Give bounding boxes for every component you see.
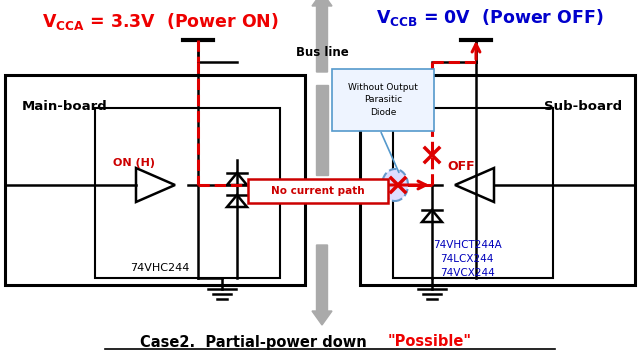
Text: Bus line: Bus line [296, 45, 348, 58]
Text: Main-board: Main-board [22, 100, 108, 113]
Text: $\mathbf{V_{CCB}}$ = 0V  (Power OFF): $\mathbf{V_{CCB}}$ = 0V (Power OFF) [376, 8, 604, 28]
Text: OFF: OFF [447, 161, 475, 174]
Text: 74VHCT244A: 74VHCT244A [433, 240, 501, 250]
Text: 74VHC244: 74VHC244 [131, 263, 189, 273]
Bar [95, 108, 280, 278]
FancyBboxPatch shape [332, 69, 434, 131]
Bar [316, 85, 328, 175]
FancyArrow shape [312, 245, 332, 325]
Text: "Possible": "Possible" [388, 334, 472, 350]
Text: ON (H): ON (H) [113, 158, 155, 168]
Text: 74LCX244: 74LCX244 [440, 254, 493, 264]
Text: 74VCX244: 74VCX244 [440, 268, 494, 278]
Ellipse shape [382, 169, 408, 201]
Bar [5, 75, 305, 285]
Text: Case2.  Partial-power down: Case2. Partial-power down [140, 334, 366, 350]
Bar [393, 108, 553, 278]
FancyArrow shape [312, 0, 332, 72]
Bar [360, 75, 635, 285]
Text: $\mathbf{V_{CCA}}$ = 3.3V  (Power ON): $\mathbf{V_{CCA}}$ = 3.3V (Power ON) [42, 12, 278, 32]
Text: No current path: No current path [271, 186, 365, 196]
Text: Sub-board: Sub-board [544, 100, 622, 113]
Text: Without Output
Parasitic
Diode: Without Output Parasitic Diode [348, 83, 418, 117]
Bar [248, 179, 388, 203]
